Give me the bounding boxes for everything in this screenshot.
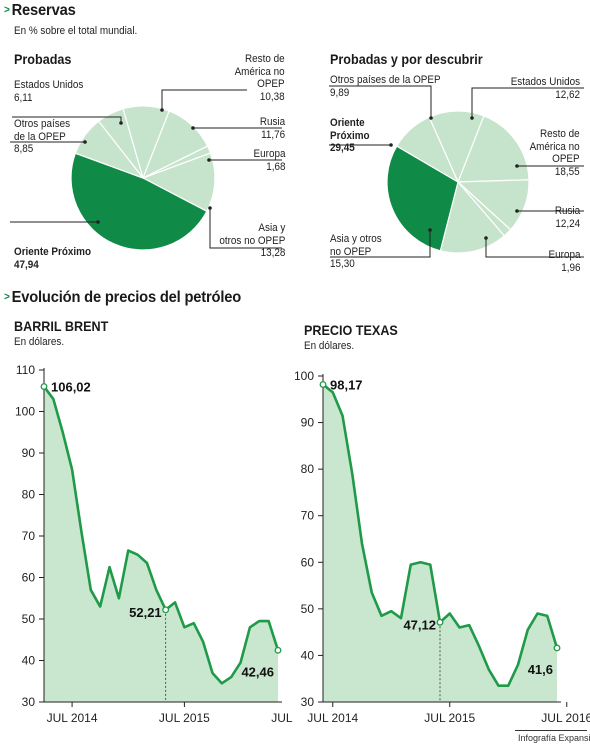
leader-line xyxy=(209,208,282,249)
section-title-text: Evolución de precios del petróleo xyxy=(11,289,242,306)
pie-title-probadas-y-por-descubrir: Probadas y por descubrir xyxy=(330,51,483,67)
y-tick-label: 90 xyxy=(22,446,36,460)
leader-dot xyxy=(96,220,100,224)
x-tick-label: JUL 2016 xyxy=(541,711,590,725)
y-tick-label: 90 xyxy=(301,416,315,430)
annotation-marker xyxy=(162,606,170,614)
arrow-icon: > xyxy=(4,291,10,303)
credit-text: Infografía Expansión xyxy=(518,733,590,743)
annotation-marker xyxy=(40,383,48,390)
y-tick-label: 70 xyxy=(22,529,36,543)
annotation-marker xyxy=(319,381,327,388)
x-tick-label: JUL 2015 xyxy=(424,711,475,725)
leader-line xyxy=(330,230,431,258)
leader-dot xyxy=(484,236,488,240)
x-tick-label: JUL 2016 xyxy=(271,711,295,725)
leader-line xyxy=(12,116,122,123)
line-chart-texas: 30 40 50 60 70 80 90 100 JUL 2014 JUL 2015 JUL 201… xyxy=(295,369,590,725)
slice-label-asia: Asia y otros no OPEP 13,28 xyxy=(218,222,285,259)
leader-line xyxy=(471,87,584,118)
y-tick-label: 50 xyxy=(22,612,36,626)
y-tick-label: 60 xyxy=(301,555,315,569)
slice-label-estados-unidos: Estados Unidos 6,11 xyxy=(14,79,84,104)
chart-title-texas: PRECIO TEXAS xyxy=(304,322,398,338)
slice-label-europa-2: Europa 1,96 xyxy=(548,249,580,274)
annotation-label: 41,6 xyxy=(528,662,553,677)
section-title-reservas: > Reservas xyxy=(4,2,76,20)
credit-rule xyxy=(515,730,587,731)
slice-label-rusia-2: Rusia 12,24 xyxy=(554,205,580,230)
pie-slice-resto-de-america-no-opep xyxy=(457,115,530,183)
y-tick-label: 110 xyxy=(16,363,35,377)
slice-label-otros-opep: Otros países de la OPEP 8,85 xyxy=(14,118,71,155)
arrow-icon: > xyxy=(4,4,10,16)
leader-dot xyxy=(207,158,211,162)
y-tick-label: 100 xyxy=(15,405,35,419)
slice-label-oriente-proximo: Oriente Próximo 47,94 xyxy=(14,246,92,271)
leader-dot xyxy=(389,143,393,147)
leader-dot xyxy=(191,126,195,130)
pie-chart-probadas xyxy=(10,85,584,258)
x-tick-label: JUL 2015 xyxy=(159,711,210,725)
slice-label-otros-opep-2: Otros países de la OPEP 9,89 xyxy=(330,74,441,99)
series-line xyxy=(42,385,280,685)
leader-dot xyxy=(83,140,87,144)
y-tick-label: 30 xyxy=(301,695,315,709)
y-tick-label: 80 xyxy=(22,488,36,502)
leader-dot xyxy=(515,164,519,168)
chart-unit-texas: En dólares. xyxy=(304,340,355,352)
pie-title-probadas: Probadas xyxy=(14,51,72,67)
pie-slice-otros-paises-de-la-opep xyxy=(74,120,145,180)
section-subtitle: En % sobre el total mundial. xyxy=(14,25,138,37)
leader-line xyxy=(329,85,432,118)
leader-line xyxy=(161,89,247,110)
slice-label-resto-america: Resto de América no OPEP 10,38 xyxy=(234,53,285,103)
annotation-label: 47,12 xyxy=(403,617,436,632)
slice-label-estados-unidos-2: Estados Unidos 12,62 xyxy=(510,76,580,101)
pie-slice-asia-y-otros-no-opep xyxy=(439,180,506,254)
annotation-marker xyxy=(274,646,282,654)
leader-line xyxy=(485,238,584,258)
leader-dot xyxy=(428,228,432,232)
pie-slice-asia-y-otros-no-opep xyxy=(141,152,216,213)
area-fill xyxy=(323,384,557,702)
annotation-marker xyxy=(436,618,444,626)
y-tick-label: 80 xyxy=(301,462,315,476)
x-tick-label: JUL 2014 xyxy=(47,711,98,725)
y-tick-label: 100 xyxy=(295,369,314,383)
annotation-label: 42,46 xyxy=(241,664,274,679)
leader-dot xyxy=(208,206,212,210)
y-tick-label: 50 xyxy=(301,602,315,616)
slice-label-europa: Europa 1,68 xyxy=(253,148,285,173)
chart-unit-brent: En dólares. xyxy=(14,336,65,348)
section-title-text: Reservas xyxy=(11,2,76,19)
leader-dot xyxy=(119,121,123,125)
chart-title-brent: BARRIL BRENT xyxy=(14,318,109,334)
slice-label-oriente-proximo-2: Oriente Próximo 29,45 xyxy=(330,117,370,154)
section-title-precios: > Evolución de precios del petróleo xyxy=(4,289,241,307)
y-tick-label: 70 xyxy=(301,509,315,523)
leader-dot xyxy=(429,116,433,120)
leader-dot xyxy=(160,108,164,112)
line-chart-brent: 30 40 50 60 70 80 90 100 110 JUL 2014 JUL 2015 JUL … xyxy=(15,363,295,725)
y-tick-label: 60 xyxy=(22,571,36,585)
annotation-label: 52,21 xyxy=(129,605,162,620)
leader-dot xyxy=(515,209,519,213)
x-tick-label: JUL 2014 xyxy=(307,711,358,725)
leader-dot xyxy=(470,116,474,120)
area-fill xyxy=(44,386,278,702)
slice-label-resto-america-2: Resto de América no OPEP 18,55 xyxy=(529,128,580,178)
slice-label-rusia: Rusia 11,76 xyxy=(259,116,285,141)
annotation-marker xyxy=(553,644,561,652)
annotation-label: 106,02 xyxy=(51,380,91,395)
y-tick-label: 30 xyxy=(22,695,36,709)
y-tick-label: 40 xyxy=(301,648,315,662)
pie-slice-otros-paises-de-la-opep xyxy=(395,116,460,184)
annotation-label: 98,17 xyxy=(330,378,363,393)
pie-slice-oriente-proximo xyxy=(70,152,208,251)
y-tick-label: 40 xyxy=(22,654,36,668)
slice-label-asia-2: Asia y otros no OPEP 15,30 xyxy=(330,233,382,270)
